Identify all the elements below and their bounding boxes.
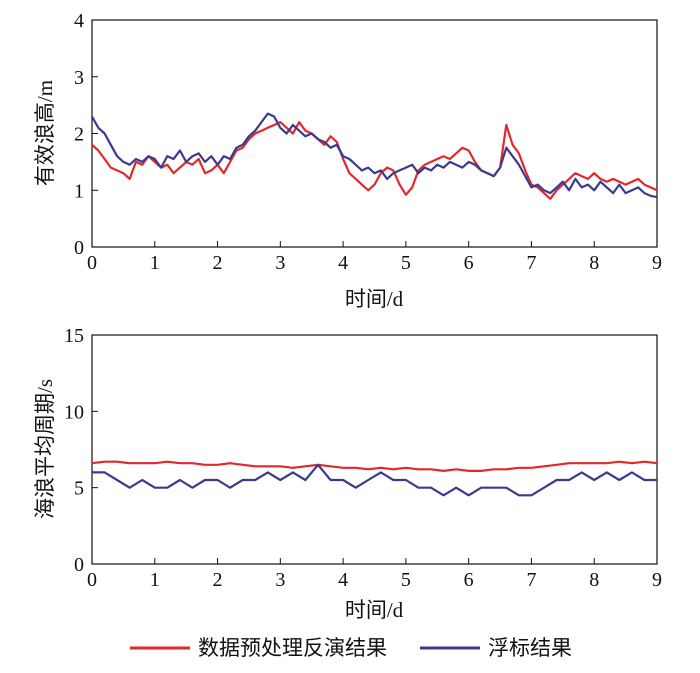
- x-tick-label: 2: [213, 252, 223, 274]
- y-tick-label: 4: [74, 10, 84, 32]
- x-tick-label: 8: [589, 569, 599, 591]
- y-tick-label: 2: [74, 124, 84, 146]
- y-tick-label: 10: [64, 401, 84, 423]
- y-tick-label: 1: [74, 180, 84, 202]
- x-tick-label: 2: [213, 569, 223, 591]
- legend-label-retrieval: 数据预处理反演结果: [198, 636, 387, 660]
- x-ticks: 0 1 2 3 4 5 6 7 8 9: [87, 241, 662, 274]
- x-tick-label: 4: [338, 252, 348, 274]
- x-tick-label: 1: [150, 569, 160, 591]
- x-tick-label: 5: [401, 569, 411, 591]
- series-line: [91, 120, 658, 200]
- series-line: [91, 112, 658, 199]
- y-tick-label: 15: [64, 325, 84, 347]
- x-ticks: 0 1 2 3 4 5 6 7 8 9: [87, 558, 662, 591]
- y-tick-label: 0: [74, 554, 84, 576]
- x-tick-label: 8: [589, 252, 599, 274]
- x-tick-label: 1: [150, 252, 160, 274]
- y-ticks: 0 5 10 15: [64, 325, 98, 576]
- series-line: [92, 463, 657, 497]
- y-tick-label: 0: [74, 237, 84, 259]
- series-group: [91, 460, 658, 497]
- series-line: [91, 460, 658, 472]
- x-tick-label: 7: [526, 252, 536, 274]
- y-axis-label: 有效浪高/m: [33, 80, 57, 186]
- x-tick-label: 4: [338, 569, 348, 591]
- x-tick-label: 5: [401, 252, 411, 274]
- plot-frame: [91, 334, 658, 565]
- x-tick-label: 6: [464, 252, 474, 274]
- x-tick-label: 3: [275, 252, 285, 274]
- x-tick-label: 9: [652, 569, 662, 591]
- y-axis-label: 海浪平均周期/s: [33, 379, 57, 519]
- wave-period-chart: 0 1 2 3 4 5 6 7 8 9 0 5 10 15 时间/d 海浪平均周期/s: [33, 325, 662, 622]
- legend: 数据预处理反演结果 浮标结果: [130, 636, 572, 660]
- x-tick-label: 3: [275, 569, 285, 591]
- y-tick-label: 3: [74, 67, 84, 89]
- x-axis-label: 时间/d: [345, 287, 404, 311]
- legend-label-buoy: 浮标结果: [488, 636, 572, 660]
- x-tick-label: 9: [652, 252, 662, 274]
- x-axis-label: 时间/d: [345, 598, 404, 622]
- y-ticks: 0 1 2 3 4: [74, 10, 98, 259]
- x-tick-label: 7: [526, 569, 536, 591]
- plot-frame: [91, 19, 658, 248]
- x-tick-label: 0: [87, 252, 97, 274]
- y-tick-label: 5: [74, 478, 84, 500]
- x-tick-label: 0: [87, 569, 97, 591]
- x-tick-label: 6: [464, 569, 474, 591]
- wave-height-chart: 0 1 2 3 4 5 6 7 8 9 0 1 2 3 4 时间/d 有效浪高/m: [33, 10, 662, 311]
- series-group: [91, 112, 658, 200]
